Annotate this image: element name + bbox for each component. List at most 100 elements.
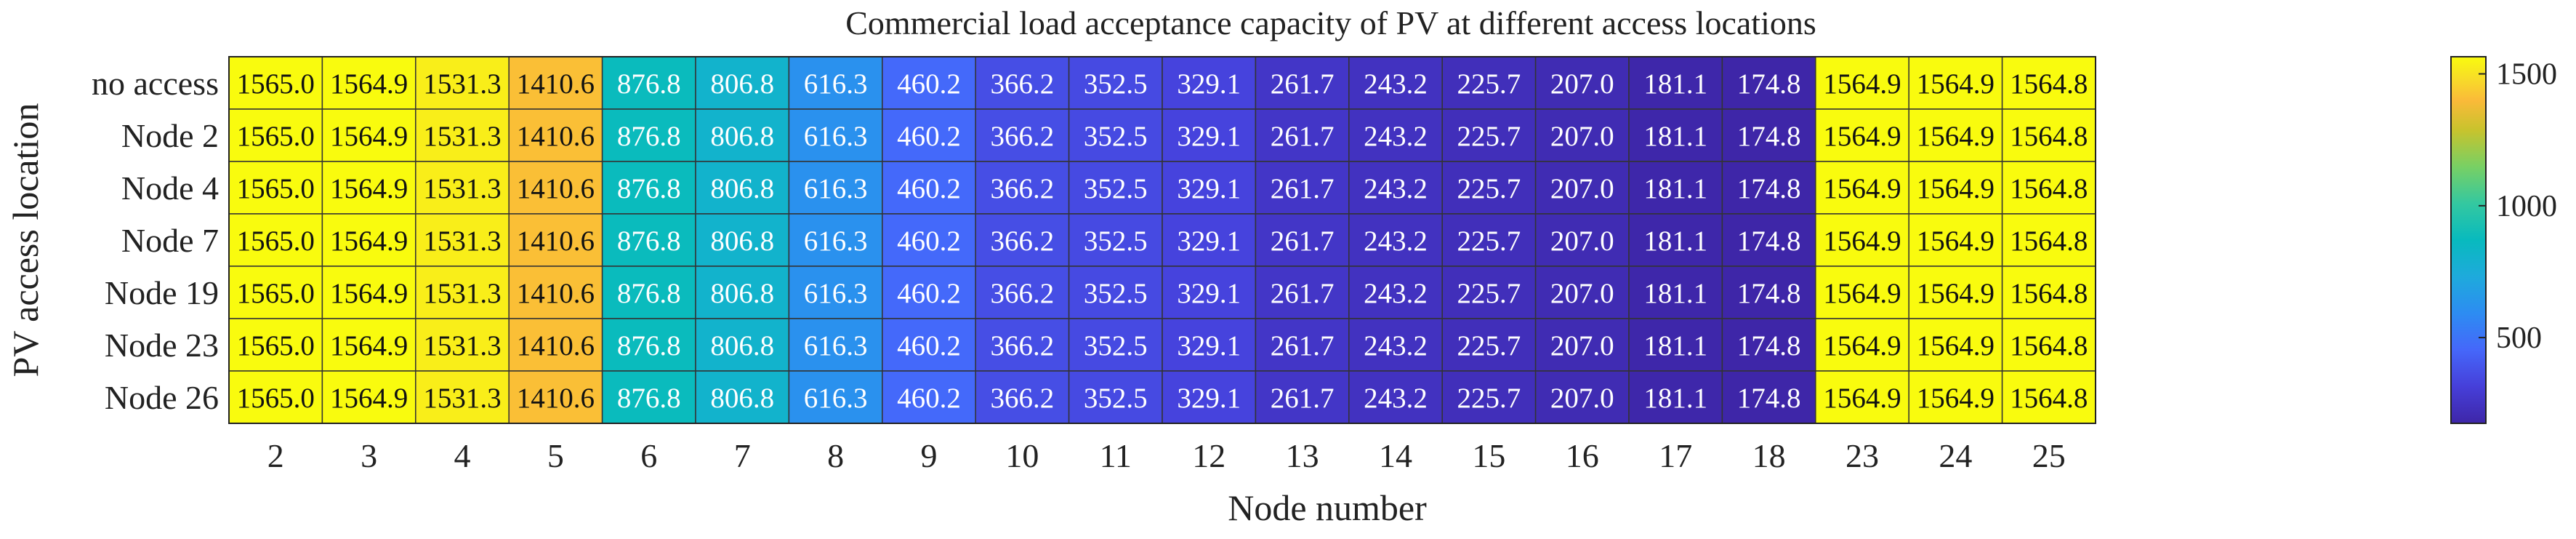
heatmap-cell [1348,213,1443,267]
heatmap-cell [1815,56,1909,110]
cell-value-label: 366.2 [991,225,1055,257]
x-tick-label: 8 [827,437,844,474]
heatmap-cell [788,318,883,372]
heatmap-cell [321,56,416,110]
cell-value-label: 876.8 [617,173,681,204]
cell-value-label: 1531.3 [423,68,501,100]
cell-value-label: 1564.9 [1917,225,1995,257]
cell-value-label: 243.2 [1364,68,1428,100]
x-axis-label: Node number [1228,487,1427,528]
cell-value-label: 261.7 [1271,68,1335,100]
cell-value-label: 329.1 [1177,121,1241,152]
y-tick-label: Node 4 [121,169,219,207]
cell-value-label: 806.8 [710,225,774,257]
cell-value-label: 460.2 [897,68,961,100]
heatmap-cell [1068,161,1163,215]
heatmap-cell [1255,213,1350,267]
heatmap-cell [1908,213,2003,267]
cell-value-label: 1531.3 [423,278,501,309]
x-tick-label: 24 [1939,437,1972,474]
y-tick-labels: no access Node 2 Node 4 Node 7 Node 19 Node 2… [92,65,219,416]
x-tick-label: 12 [1192,437,1225,474]
cell-value-label: 225.7 [1457,383,1521,414]
heatmap-cell [601,265,696,319]
cell-value-label: 1564.9 [1823,173,1901,204]
cell-value-label: 174.8 [1737,330,1801,362]
heatmap-cell [1348,161,1443,215]
cell-value-label: 261.7 [1271,225,1335,257]
heatmap-cell [975,213,1070,267]
heatmap-cell [508,318,603,372]
cell-value-label: 174.8 [1737,173,1801,204]
cell-value-label: 366.2 [991,383,1055,414]
heatmap-cell [1068,318,1163,372]
heatmap-cell [1068,56,1163,110]
cell-value-label: 174.8 [1737,225,1801,257]
cell-value-label: 1564.9 [330,278,408,309]
cell-value-label: 225.7 [1457,330,1521,362]
heatmap-cell [1534,318,1630,372]
cell-value-label: 1531.3 [423,173,501,204]
heatmap-cell [415,318,510,372]
heatmap-cell [1441,370,1537,424]
cell-value-label: 806.8 [710,278,774,309]
cell-value-label: 329.1 [1177,330,1241,362]
cell-value-label: 181.1 [1643,121,1707,152]
cell-value-label: 352.5 [1084,225,1148,257]
heatmap-cell [2001,318,2096,372]
plot-frame [228,56,2096,424]
cell-value-label: 1410.6 [517,330,595,362]
heatmap-cell [321,108,416,162]
cell-value-label: 1564.9 [1917,330,1995,362]
cell-value-label: 876.8 [617,330,681,362]
cell-value-label: 460.2 [897,173,961,204]
heatmap-cell [321,161,416,215]
colorbar-ticks: 500 1000 1500 [2479,58,2557,355]
cell-value-label: 243.2 [1364,173,1428,204]
cell-value-label: 616.3 [804,278,868,309]
chart-title: Commercial load acceptance capacity of P… [845,4,1816,41]
cell-value-label: 1564.9 [1917,278,1995,309]
cell-value-label: 1565.0 [237,278,315,309]
heatmap-cell [1441,161,1537,215]
cell-value-label: 174.8 [1737,68,1801,100]
cell-value-label: 806.8 [710,383,774,414]
cell-value-label: 806.8 [710,121,774,152]
cell-value-label: 174.8 [1737,278,1801,309]
cell-value-label: 1564.9 [1823,330,1901,362]
cell-value-label: 876.8 [617,383,681,414]
cell-value-label: 1564.9 [1823,383,1901,414]
x-tick-label: 6 [640,437,657,474]
cell-value-label: 207.0 [1550,121,1614,152]
heatmap-cell [975,370,1070,424]
heatmap-cell [415,370,510,424]
heatmap-cell [1255,370,1350,424]
cell-value-label: 243.2 [1364,121,1428,152]
heatmap-cell [1441,265,1537,319]
heatmap-cell [1534,370,1630,424]
heatmap-cell [1908,318,2003,372]
heatmap-cell [975,108,1070,162]
cell-value-label: 352.5 [1084,330,1148,362]
cell-value-label: 1564.8 [2010,121,2088,152]
cell-value-label: 225.7 [1457,68,1521,100]
x-tick-label: 11 [1100,437,1132,474]
y-tick-label: Node 26 [105,379,219,416]
cell-value-label: 181.1 [1643,173,1707,204]
cell-value-label: 1564.8 [2010,383,2088,414]
cell-value-label: 876.8 [617,278,681,309]
y-axis-label: PV access location [5,103,46,378]
heatmap-cell [1721,213,1816,267]
heatmap-cell [695,370,790,424]
cell-value-label: 1564.8 [2010,225,2088,257]
cell-value-label: 225.7 [1457,121,1521,152]
x-tick-label: 17 [1659,437,1692,474]
cell-value-label: 174.8 [1737,121,1801,152]
heatmap-cell [788,370,883,424]
heatmap-cell [1534,213,1630,267]
heatmap-cell [1628,318,1723,372]
cell-value-label: 1564.8 [2010,278,2088,309]
cell-value-label: 1564.9 [330,225,408,257]
cell-value-label: 366.2 [991,68,1055,100]
